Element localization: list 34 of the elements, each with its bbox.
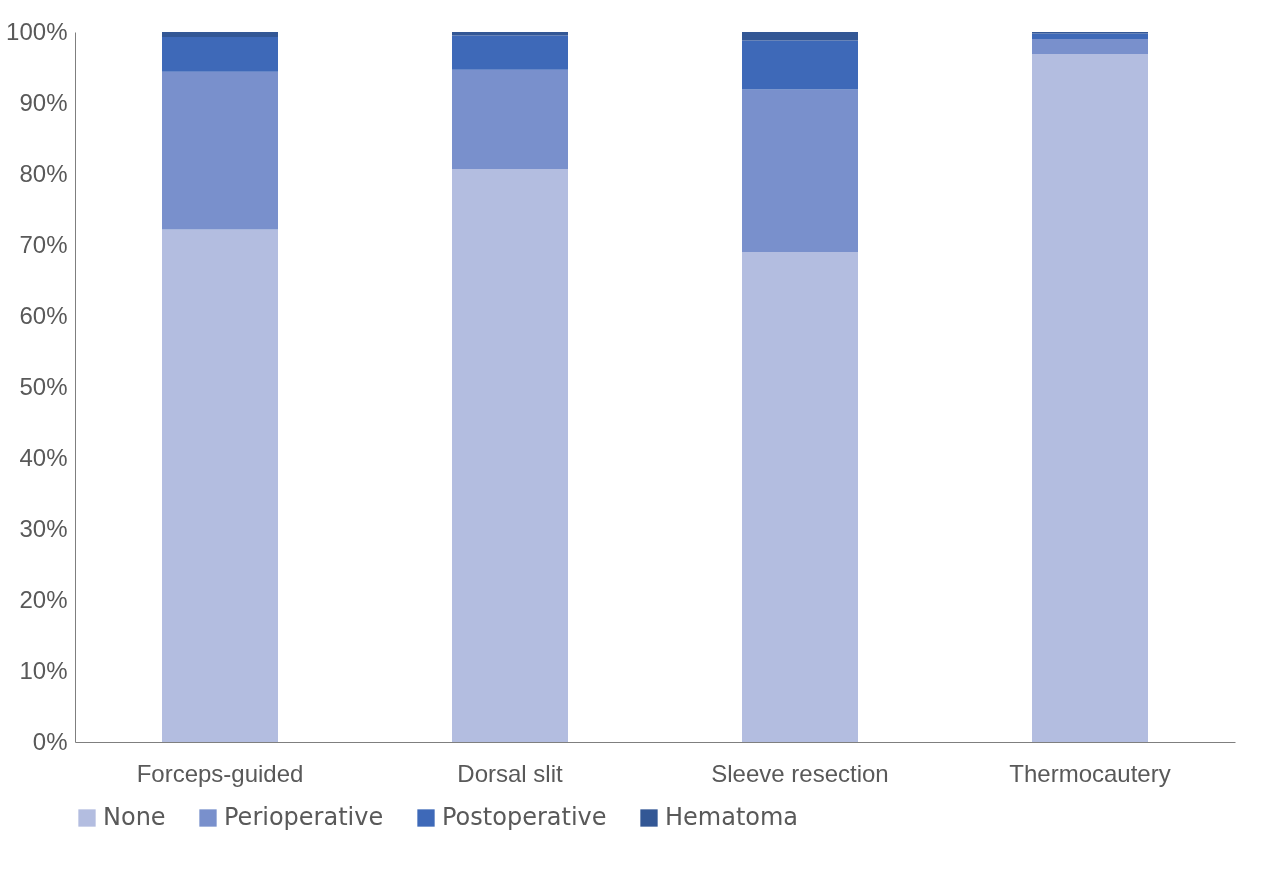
bar [1032,39,1148,55]
bar [742,252,858,742]
bar [162,36,278,72]
legend-label: Hematoma [665,803,799,831]
legend-label: Postoperative [442,803,607,831]
x-tick-label: Sleeve resection [711,759,889,787]
y-tick-label: 10% [19,656,68,684]
y-tick-label: 70% [19,230,68,258]
y-tick-label: 90% [19,88,68,116]
bar [1032,54,1148,742]
y-tick-label: 20% [19,585,68,613]
x-tick-label: Dorsal slit [457,759,563,787]
y-tick-label: 60% [19,301,68,329]
bar [742,89,858,253]
bar [162,229,278,742]
y-tick-label: 80% [19,159,68,187]
y-tick-label: 50% [19,372,68,400]
legend-label: Perioperative [224,803,384,831]
bar [452,32,568,36]
bar [162,32,278,37]
x-tick-label: Thermocautery [1009,759,1171,787]
x-tick-label: Forceps-guided [136,759,304,787]
legend-label: None [103,803,166,831]
bar [452,35,568,70]
bar [742,32,858,41]
y-tick-label: 100% [6,17,68,45]
bar [742,40,858,90]
y-tick-label: 40% [19,443,68,471]
bar [452,169,568,742]
bar [1032,33,1148,40]
y-tick-label: 0% [32,727,68,755]
bar [452,69,568,170]
y-tick-label: 30% [19,514,68,542]
bar [162,71,278,230]
